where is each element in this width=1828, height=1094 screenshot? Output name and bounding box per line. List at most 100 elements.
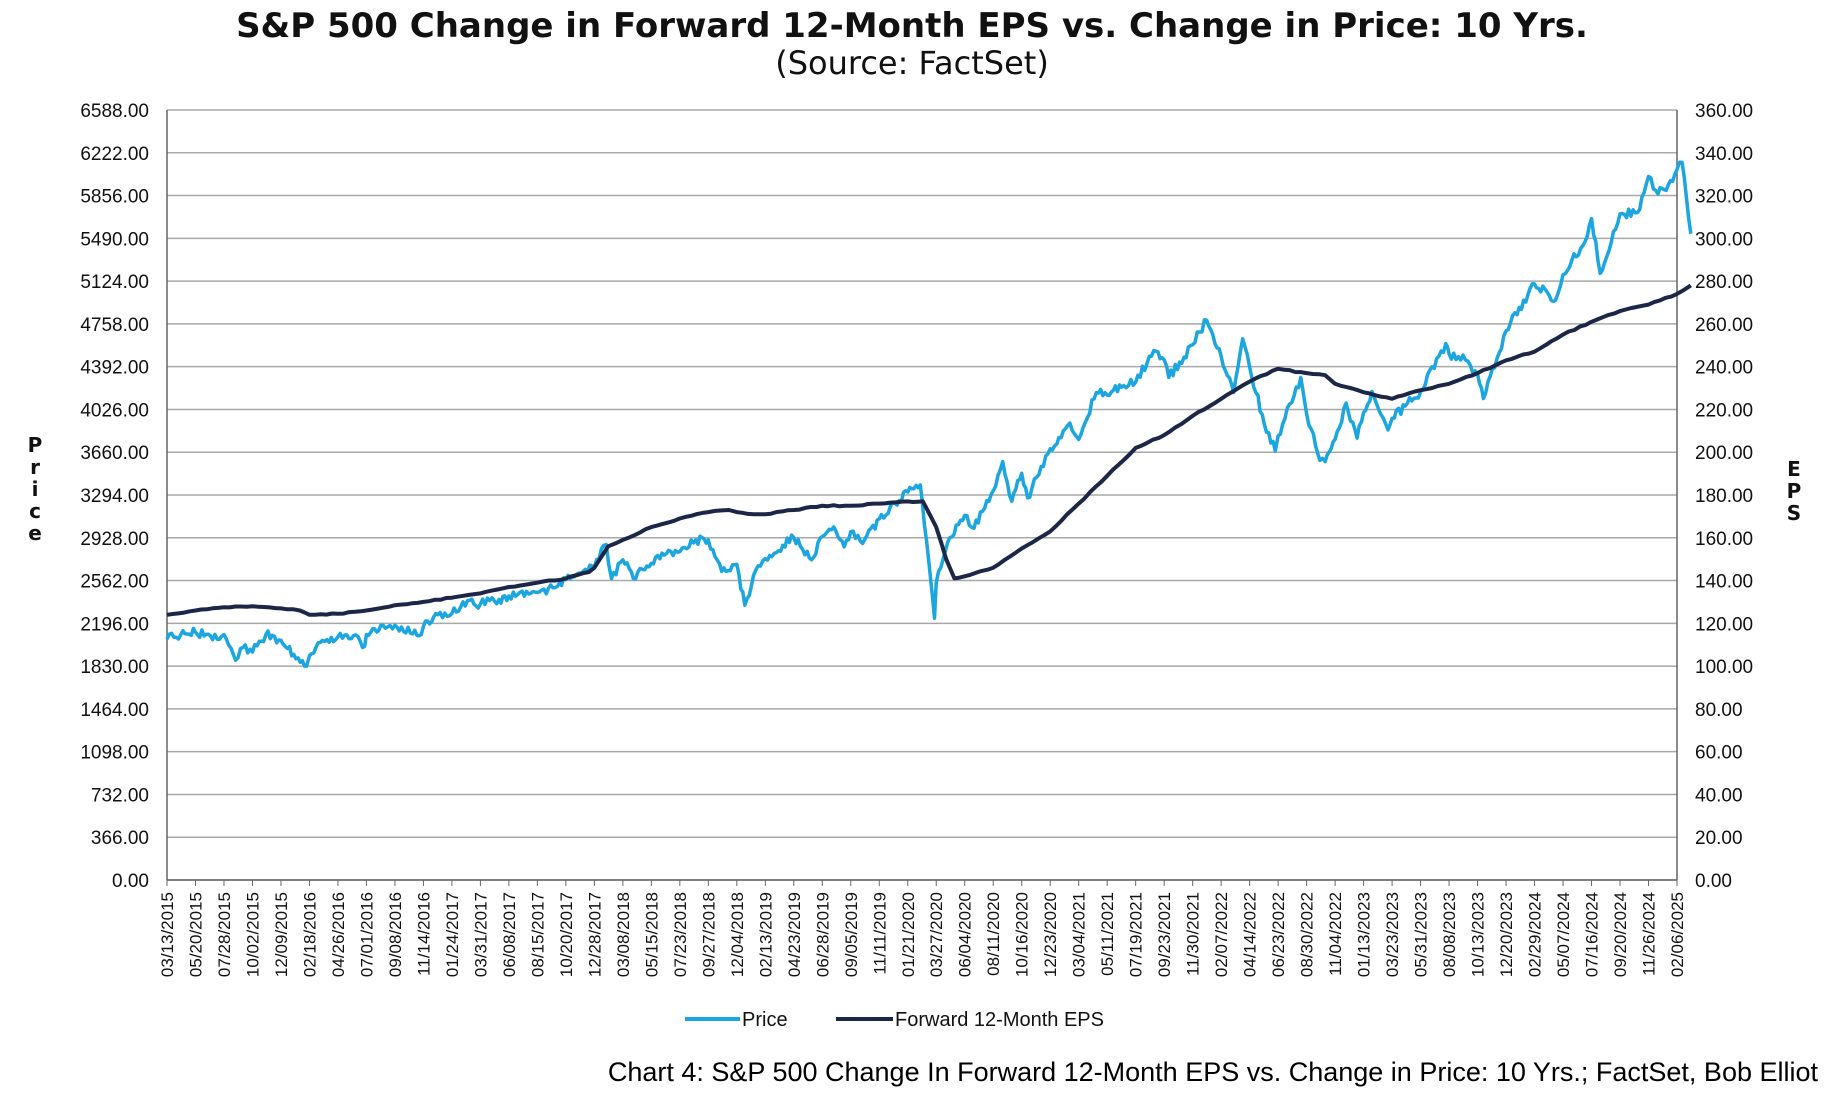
x-tick-label: 08/11/2020 xyxy=(984,892,1003,976)
y-tick-label-left: 1830.00 xyxy=(80,657,149,678)
y-tick-label-left: 6222.00 xyxy=(80,144,149,165)
x-tick-label: 01/24/2017 xyxy=(443,892,462,977)
figure-caption: Chart 4: S&P 500 Change In Forward 12-Mo… xyxy=(608,1057,1819,1087)
x-tick-label: 12/09/2015 xyxy=(272,892,291,977)
y-tick-label-left: 1464.00 xyxy=(80,700,149,721)
y-tick-label-left: 3294.00 xyxy=(80,486,149,507)
left-y-tick-labels: 6588.00 6222.00 5856.00 5490.00 5124.00 4758.… xyxy=(80,101,149,892)
x-tick-label: 09/05/2019 xyxy=(842,892,861,977)
legend-label-price: Price xyxy=(742,1009,788,1031)
eps-series-line xyxy=(166,283,1692,617)
x-tick-label: 02/18/2016 xyxy=(300,892,319,977)
x-tick-label: 03/31/2017 xyxy=(471,892,490,977)
y-tick-label-right: 80.00 xyxy=(1695,700,1743,721)
y-tick-label-left: 6588.00 xyxy=(80,101,149,122)
x-tick-label: 11/30/2021 xyxy=(1184,892,1203,976)
price-series-line xyxy=(165,160,1693,668)
legend-label-eps: Forward 12-Month EPS xyxy=(895,1009,1104,1031)
x-tick-label: 12/28/2017 xyxy=(585,892,604,977)
x-tick-label: 01/21/2020 xyxy=(899,892,918,977)
y-tick-label-right: 360.00 xyxy=(1695,101,1753,122)
legend: Price Forward 12-Month EPS xyxy=(685,1009,1104,1031)
x-tick-label: 05/31/2023 xyxy=(1412,892,1431,977)
x-tick-label: 02/07/2022 xyxy=(1212,892,1231,977)
y-tick-label-right: 0.00 xyxy=(1695,871,1732,892)
y-tick-label-right: 280.00 xyxy=(1695,272,1753,293)
x-tick-label: 06/08/2017 xyxy=(500,892,519,977)
y-tick-label-left: 1098.00 xyxy=(80,743,149,764)
y-tick-label-right: 60.00 xyxy=(1695,743,1743,764)
x-tick-label: 09/08/2016 xyxy=(386,892,405,977)
y-tick-label-left: 732.00 xyxy=(91,785,149,806)
x-tick-label: 08/30/2022 xyxy=(1298,892,1317,977)
y-tick-label-right: 180.00 xyxy=(1695,486,1753,507)
x-tick-label: 05/11/2021 xyxy=(1098,892,1117,976)
x-tick-label: 02/06/2025 xyxy=(1668,892,1687,977)
x-tick-label: 08/15/2017 xyxy=(528,892,547,977)
x-tick-label: 03/08/2018 xyxy=(614,892,633,977)
gridlines xyxy=(167,109,1677,881)
x-tick-label: 09/20/2024 xyxy=(1611,892,1630,977)
y-tick-label-left: 2562.00 xyxy=(80,572,149,593)
y-tick-label-left: 366.00 xyxy=(91,828,149,849)
x-tick-label: 11/04/2022 xyxy=(1326,892,1345,976)
y-tick-label-right: 100.00 xyxy=(1695,657,1753,678)
x-tick-label: 11/14/2016 xyxy=(414,892,433,976)
x-tick-label: 06/04/2020 xyxy=(956,892,975,977)
x-tick-label: 04/14/2022 xyxy=(1241,892,1260,977)
y-tick-label-left: 5124.00 xyxy=(80,272,149,293)
x-tick-label: 12/20/2023 xyxy=(1497,892,1516,977)
x-tick-label: 09/27/2018 xyxy=(699,892,718,977)
y-tick-label-left: 4026.00 xyxy=(80,400,149,421)
y-tick-label-left: 4392.00 xyxy=(80,358,149,379)
x-tick-label: 07/01/2016 xyxy=(357,892,376,977)
y-tick-label-left: 5490.00 xyxy=(80,229,149,250)
y-tick-label-right: 160.00 xyxy=(1695,529,1753,550)
y-tick-label-right: 300.00 xyxy=(1695,229,1753,250)
x-tick-label: 10/02/2015 xyxy=(243,892,262,977)
x-tick-label: 03/13/2015 xyxy=(158,892,177,977)
chart-subtitle: (Source: FactSet) xyxy=(775,44,1049,82)
x-tick-label: 04/26/2016 xyxy=(329,892,348,977)
x-tick-label: 12/04/2018 xyxy=(728,892,747,977)
x-tick-label: 06/28/2019 xyxy=(813,892,832,977)
x-tick-label: 05/15/2018 xyxy=(642,892,661,977)
y-tick-label-right: 260.00 xyxy=(1695,315,1753,336)
y-tick-label-left: 4758.00 xyxy=(80,315,149,336)
axes xyxy=(166,110,1678,881)
y-tick-label-right: 40.00 xyxy=(1695,785,1743,806)
x-tick-label: 03/27/2020 xyxy=(927,892,946,977)
x-tick-labels: 03/13/2015 05/20/2015 07/28/2015 10/02/2015… xyxy=(158,880,1687,977)
x-tick-label: 02/13/2019 xyxy=(756,892,775,977)
x-tick-label: 11/11/2019 xyxy=(870,892,889,975)
y-tick-label-right: 20.00 xyxy=(1695,828,1743,849)
y-tick-label-right: 140.00 xyxy=(1695,572,1753,593)
x-tick-label: 01/13/2023 xyxy=(1355,892,1374,977)
x-tick-label: 12/23/2020 xyxy=(1041,892,1060,977)
x-tick-label: 09/23/2021 xyxy=(1155,892,1174,977)
y-tick-label-right: 320.00 xyxy=(1695,187,1753,208)
chart-title: S&P 500 Change in Forward 12-Month EPS v… xyxy=(236,6,1588,46)
x-tick-label: 07/23/2018 xyxy=(671,892,690,977)
y-tick-label-right: 240.00 xyxy=(1695,358,1753,379)
x-tick-label: 02/29/2024 xyxy=(1526,892,1545,977)
y-tick-label-left: 5856.00 xyxy=(80,187,149,208)
x-tick-label: 03/23/2023 xyxy=(1383,892,1402,977)
x-tick-label: 05/20/2015 xyxy=(186,892,205,977)
y-tick-label-right: 340.00 xyxy=(1695,144,1753,165)
y-tick-label-right: 220.00 xyxy=(1695,400,1753,421)
x-tick-label: 06/23/2022 xyxy=(1269,892,1288,977)
y-tick-label-right: 120.00 xyxy=(1695,614,1753,635)
x-tick-label: 11/26/2024 xyxy=(1640,892,1659,976)
x-tick-label: 04/23/2019 xyxy=(785,892,804,977)
y-tick-label-right: 200.00 xyxy=(1695,443,1753,464)
x-tick-label: 08/08/2023 xyxy=(1440,892,1459,977)
x-tick-label: 07/28/2015 xyxy=(215,892,234,977)
x-tick-label: 05/07/2024 xyxy=(1554,892,1573,977)
series-lines xyxy=(165,160,1693,668)
right-y-tick-labels: 360.00 340.00 320.00 300.00 280.00 260.00 240.… xyxy=(1695,101,1753,892)
